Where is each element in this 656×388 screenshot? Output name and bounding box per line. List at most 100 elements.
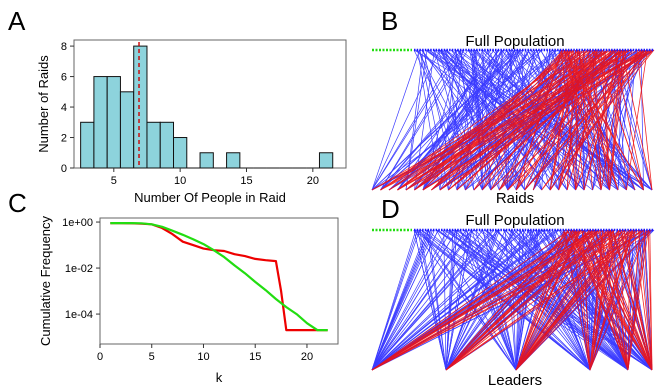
histogram-x-tick-label: 20 <box>307 175 319 187</box>
network-blue-edge <box>450 49 559 191</box>
network-blue-edge <box>371 229 430 371</box>
network-blue-edge <box>510 229 517 371</box>
network-red-edge <box>439 49 654 191</box>
network-red-edge <box>515 229 615 371</box>
network-blue-edge <box>527 229 629 371</box>
network-blue-edge <box>371 229 439 371</box>
cumulative-y-tick-label: 1e-02 <box>65 263 93 275</box>
network-red-edge <box>515 229 644 371</box>
network-red-edge <box>642 229 653 371</box>
network-red-edge <box>558 49 585 191</box>
cumulative-panel: 0 5 10 15 20 1e+00 1e-02 1e-04 k Cumulative Fr… <box>38 215 339 385</box>
histogram-x-label: Number Of People in Raid <box>134 190 286 205</box>
cumulative-y-tick-label: 1e-04 <box>65 309 93 321</box>
network-red-edge <box>445 229 594 371</box>
network-red-edge <box>589 229 607 371</box>
network-red-edge <box>498 49 579 191</box>
histogram-bar <box>318 152 334 169</box>
network-blue-edge <box>445 229 515 371</box>
raid-network <box>371 48 655 191</box>
network-red-edge <box>507 49 652 191</box>
histogram-bar <box>80 121 95 169</box>
network-red-edge <box>380 49 608 191</box>
network-blue-edge <box>464 229 629 371</box>
network-red-edge <box>445 229 615 371</box>
network-blue-edge <box>380 49 465 191</box>
network-red-edge <box>627 229 631 371</box>
panel-letter-c: C <box>8 188 27 218</box>
network-red-edge <box>481 49 566 191</box>
network-blue-edge <box>371 229 651 371</box>
histogram-bar <box>159 121 175 169</box>
network-blue-edge <box>421 49 526 191</box>
network-blue-edge <box>371 229 472 371</box>
network-red-edge <box>587 49 610 191</box>
network-red-edge <box>515 229 652 371</box>
network-blue-edge <box>371 229 558 371</box>
histogram-y-tick-label: 6 <box>61 72 67 84</box>
raid-network-top-label: Full Population <box>465 33 564 50</box>
cumulative-x-ticks: 0 5 10 15 20 <box>97 344 313 363</box>
network-blue-edge <box>617 49 633 191</box>
network-red-edges <box>371 229 653 371</box>
network-red-edge <box>609 49 622 191</box>
raid-network-bottom-label: Raids <box>496 190 534 207</box>
network-blue-edge <box>441 229 591 371</box>
network-red-edge <box>380 49 619 191</box>
cumulative-frame <box>99 217 339 345</box>
network-red-edge <box>560 49 577 191</box>
network-red-edge <box>569 229 653 371</box>
network-blue-edge <box>371 229 525 371</box>
histogram-y-label: Number of Raids <box>36 55 51 153</box>
network-blue-edge <box>515 229 528 371</box>
histogram-x-ticks: 5 10 15 20 <box>111 168 319 187</box>
panel-letter-b: B <box>381 6 398 36</box>
network-blue-edge <box>441 49 576 191</box>
network-blue-edge <box>519 229 591 371</box>
network-blue-edge <box>515 229 534 371</box>
network-blue-edge <box>371 229 417 371</box>
network-red-edge <box>515 229 568 371</box>
network-red-edge <box>566 49 607 191</box>
histogram-y-tick-label: 0 <box>61 163 67 175</box>
network-blue-edge <box>478 229 629 371</box>
network-red-edge <box>541 49 655 191</box>
cumulative-x-tick-label: 15 <box>249 351 261 363</box>
network-blue-edge <box>640 49 644 191</box>
panel-letter-a: A <box>8 6 26 36</box>
histogram-panel: 5 10 15 20 0 2 4 6 8 Number Of People in Raid N… <box>36 39 347 205</box>
leader-network-top-label: Full Population <box>465 212 564 229</box>
network-red-edge <box>371 229 623 371</box>
network-red-edge <box>583 229 629 371</box>
cumulative-x-label: k <box>216 370 223 385</box>
network-red-edge <box>524 49 642 191</box>
network-red-edge <box>621 229 653 371</box>
network-red-edge <box>589 229 648 371</box>
network-blue-edge <box>371 229 467 371</box>
network-red-edge <box>603 49 610 191</box>
network-blue-edge <box>445 229 547 371</box>
network-blue-edge <box>380 49 543 191</box>
histogram-bar <box>93 76 108 169</box>
histogram-bar <box>173 137 188 169</box>
network-blue-edge <box>371 229 420 371</box>
network-blue-edge <box>371 229 452 371</box>
network-blue-edge <box>445 229 456 371</box>
network-blue-edge <box>371 229 541 371</box>
network-red-edge <box>515 49 613 191</box>
network-red-edge <box>405 49 572 191</box>
network-red-edge <box>597 229 653 371</box>
network-blue-edge <box>380 49 539 191</box>
network-blue-edge <box>405 49 428 191</box>
network-blue-edge <box>436 229 629 371</box>
network-blue-edge <box>419 229 517 371</box>
cumulative-series-line-1 <box>110 222 328 332</box>
histogram-y-tick-label: 4 <box>61 102 67 114</box>
network-red-edge <box>397 49 626 191</box>
network-red-edge <box>515 229 608 371</box>
network-red-edge <box>600 49 625 191</box>
network-red-edge <box>575 49 597 191</box>
network-blue-edge <box>371 229 448 371</box>
network-red-edge <box>422 49 653 191</box>
